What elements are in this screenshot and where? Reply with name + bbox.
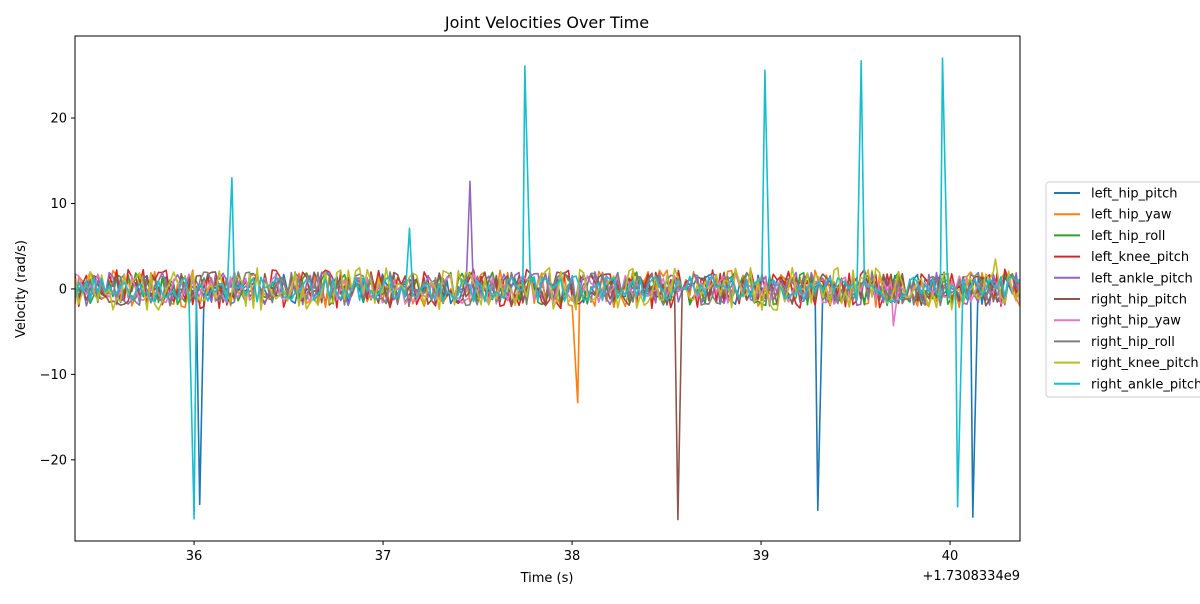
series-line-right-ankle-pitch xyxy=(75,57,1020,520)
legend-label: right_ankle_pitch xyxy=(1091,377,1200,392)
x-axis-ticks: 36 37 38 39 40 xyxy=(186,541,959,564)
plot-area xyxy=(74,35,1021,542)
x-tick-label: 39 xyxy=(753,549,770,564)
legend-label: left_hip_roll xyxy=(1091,229,1165,244)
series-line-right-hip-roll xyxy=(75,271,1020,307)
legend-label: right_knee_pitch xyxy=(1091,356,1199,371)
legend-box xyxy=(1045,181,1200,398)
legend-label: right_hip_roll xyxy=(1091,335,1175,350)
series-line-right-knee-pitch xyxy=(75,258,1020,311)
y-tick-label: −20 xyxy=(40,453,67,468)
legend-label: left_hip_yaw xyxy=(1091,208,1172,223)
x-tick-label: 40 xyxy=(942,549,959,564)
x-axis-label: Time (s) xyxy=(520,571,574,586)
y-tick-label: −10 xyxy=(40,368,67,383)
y-tick-label: 20 xyxy=(50,112,67,127)
y-axis-label: Velocity (rad/s) xyxy=(14,240,29,338)
x-tick-label: 38 xyxy=(564,549,581,564)
y-tick-label: 0 xyxy=(59,282,67,297)
legend-label: right_hip_yaw xyxy=(1091,314,1181,329)
chart-title: Joint Velocities Over Time xyxy=(444,13,649,32)
legend-label: right_hip_pitch xyxy=(1091,293,1187,308)
x-tick-label: 36 xyxy=(186,549,203,564)
y-tick-label: 10 xyxy=(50,197,67,212)
series-lines xyxy=(75,57,1020,521)
legend: left_hip_pitch left_hip_yaw left_hip_rolll… xyxy=(1045,181,1200,398)
legend-label: left_knee_pitch xyxy=(1091,250,1189,265)
x-axis-offset-label: +1.7308334e9 xyxy=(923,569,1020,584)
series-line-left-hip-pitch xyxy=(75,272,1020,518)
series-line-left-knee-pitch xyxy=(75,268,1020,310)
series-line-right-hip-pitch xyxy=(75,271,1020,521)
legend-label: left_hip_pitch xyxy=(1091,187,1178,202)
legend-label: left_ankle_pitch xyxy=(1091,271,1193,286)
x-tick-label: 37 xyxy=(375,549,392,564)
y-axis-ticks: −20 −10 0 10 20 xyxy=(40,112,75,468)
